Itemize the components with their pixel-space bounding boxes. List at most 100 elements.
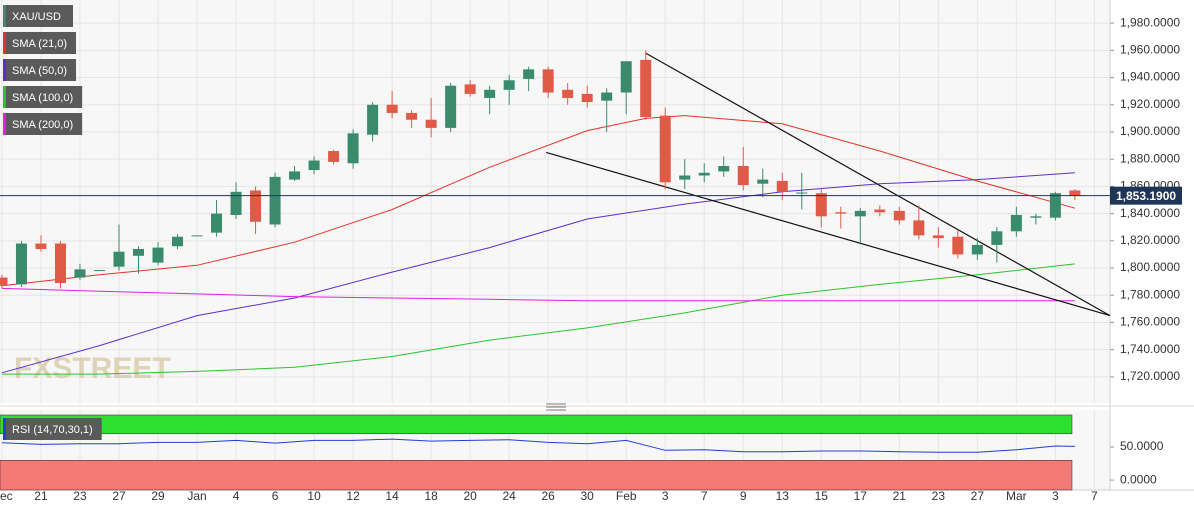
- x-tick-label: 14: [385, 489, 399, 503]
- candle-body: [172, 236, 184, 247]
- candle-body: [718, 165, 730, 172]
- legend-item[interactable]: XAU/USD: [3, 5, 73, 27]
- legend-swatch: [3, 59, 6, 81]
- candle-body: [269, 176, 281, 225]
- candle-body: [367, 104, 379, 135]
- candle-body: [211, 213, 223, 233]
- x-tick-label: Jan: [187, 489, 206, 503]
- candle-body: [230, 191, 242, 215]
- x-tick-label: 13: [776, 489, 790, 503]
- sma-line: [1, 287, 1075, 302]
- legend-swatch: [3, 5, 6, 27]
- legend-swatch: [3, 113, 6, 135]
- x-tick-label: 27: [971, 489, 985, 503]
- divider-handle[interactable]: [546, 403, 566, 411]
- x-tick-label: 7: [1091, 489, 1098, 503]
- y-tick-label: 1,900.0000: [1120, 124, 1180, 138]
- legend-box: [3, 418, 102, 440]
- candle-body: [503, 80, 515, 90]
- legend-item[interactable]: SMA (100,0): [3, 86, 83, 108]
- y-tick-label: 50.0000: [1120, 439, 1164, 453]
- y-tick-label: 1,840.0000: [1120, 206, 1180, 220]
- legend-box: [3, 5, 73, 27]
- candle-body: [191, 235, 203, 237]
- candle-body: [74, 269, 86, 278]
- x-tick-label: 30: [581, 489, 595, 503]
- candle-body: [386, 104, 398, 113]
- x-tick-label: Dec: [0, 489, 13, 503]
- x-tick-label: 23: [73, 489, 87, 503]
- candle-body: [484, 89, 496, 98]
- x-tick-label: 3: [662, 489, 669, 503]
- x-tick-label: 17: [854, 489, 868, 503]
- candle-body: [835, 212, 847, 214]
- x-tick-label: 6: [272, 489, 279, 503]
- legend-box: [3, 59, 77, 81]
- x-tick-label: 21: [893, 489, 907, 503]
- y-tick-label: 1,760.0000: [1120, 315, 1180, 329]
- y-tick-label: 1,820.0000: [1120, 233, 1180, 247]
- y-tick-label: 1,980.0000: [1120, 15, 1180, 29]
- x-tick-label: 29: [151, 489, 165, 503]
- y-tick-label: 1,780.0000: [1120, 287, 1180, 301]
- candle-body: [152, 247, 164, 263]
- candle-body: [913, 220, 925, 236]
- overbought-zone: [0, 414, 1073, 435]
- legend-item[interactable]: SMA (50,0): [3, 59, 77, 81]
- current-price-tag: [1110, 186, 1182, 205]
- candle-body: [406, 112, 418, 120]
- y-tick-label: 1,920.0000: [1120, 97, 1180, 111]
- candle-body: [971, 244, 983, 255]
- candle-body: [932, 235, 944, 239]
- x-tick-label: Mar: [1006, 489, 1027, 503]
- candle-body: [250, 190, 262, 222]
- candle-body: [113, 251, 125, 267]
- legend-item[interactable]: SMA (21,0): [3, 32, 77, 54]
- y-tick-label: 1,960.0000: [1120, 43, 1180, 57]
- legend-label: SMA (100,0): [12, 92, 73, 104]
- candle-body: [523, 69, 535, 79]
- x-tick-label: 3: [1052, 489, 1059, 503]
- sma-line: [2, 263, 1075, 375]
- candle-body: [445, 85, 457, 128]
- candle-body: [640, 59, 652, 118]
- candle-body: [620, 61, 632, 93]
- x-tick-label: 21: [34, 489, 48, 503]
- candle-body: [991, 231, 1003, 245]
- trendline: [645, 52, 1111, 317]
- x-tick-label: Feb: [616, 489, 637, 503]
- price-pane: [0, 0, 1110, 403]
- candle-body: [542, 69, 554, 93]
- x-tick-label: 7: [701, 489, 708, 503]
- legend-label: XAU/USD: [12, 11, 61, 23]
- x-tick-label: 27: [112, 489, 126, 503]
- legend-item[interactable]: RSI (14,70,30,1): [3, 418, 102, 440]
- candle-body: [698, 172, 710, 176]
- candle-body: [893, 210, 905, 221]
- candle-body: [289, 171, 301, 180]
- legend-label: SMA (200,0): [12, 119, 73, 131]
- candle-body: [1010, 214, 1022, 232]
- candle-body: [1030, 216, 1042, 218]
- x-tick-label: 10: [307, 489, 321, 503]
- candle-body: [815, 193, 827, 217]
- candle-body: [1069, 190, 1081, 196]
- candle-body: [854, 210, 866, 217]
- candle-body: [601, 92, 613, 101]
- candle-body: [133, 248, 145, 256]
- oversold-zone: [0, 459, 1073, 491]
- candle-body: [796, 192, 808, 194]
- candle-body: [581, 93, 593, 103]
- candle-body: [93, 270, 105, 272]
- x-tick-label: 20: [463, 489, 477, 503]
- legend-item[interactable]: SMA (200,0): [3, 113, 83, 135]
- candle-body: [54, 243, 66, 283]
- x-tick-label: 26: [541, 489, 555, 503]
- legend-box: [3, 113, 83, 135]
- x-tick-label: 12: [346, 489, 360, 503]
- x-tick-label: 4: [233, 489, 240, 503]
- y-tick-label: 1,940.0000: [1120, 70, 1180, 84]
- candle-body: [464, 84, 476, 94]
- x-tick-label: 23: [932, 489, 946, 503]
